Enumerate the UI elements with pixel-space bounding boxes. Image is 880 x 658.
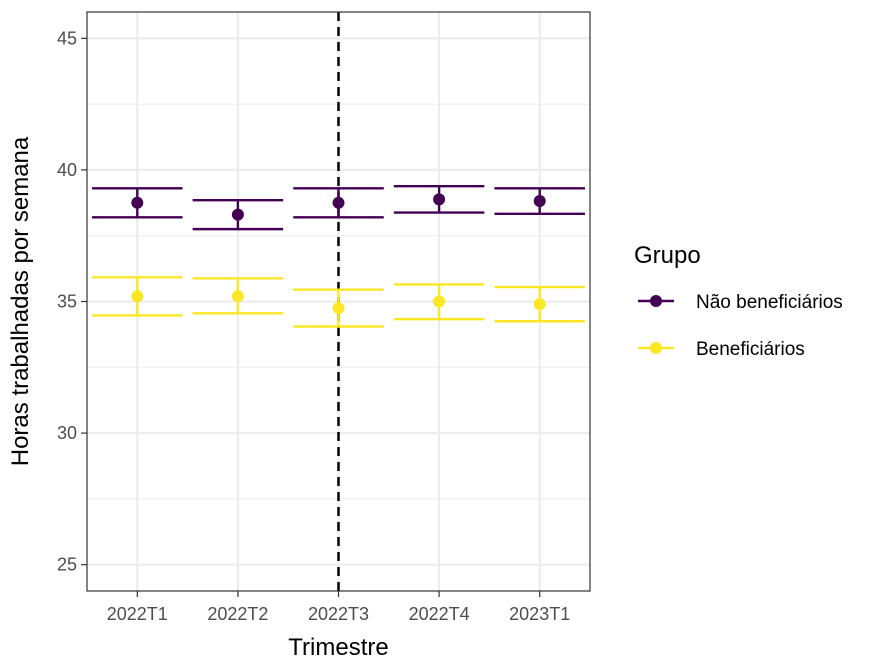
series-1 [92, 185, 585, 231]
x-tick-label: 2022T3 [308, 604, 369, 624]
data-point [231, 290, 244, 303]
data-point [332, 196, 345, 209]
x-axis-title: Trimestre [288, 634, 388, 658]
x-tick-label: 2022T1 [107, 604, 168, 624]
data-point [332, 302, 345, 315]
y-tick-label: 40 [57, 160, 77, 180]
legend-key-point [650, 342, 662, 354]
legend-key-point [650, 295, 662, 307]
legend-item: Beneficiários [638, 339, 805, 360]
data-point [533, 194, 546, 207]
series-layer [92, 185, 585, 328]
y-axis: 25 30 35 40 45 [57, 28, 87, 575]
series-2 [92, 276, 585, 328]
y-tick-label: 25 [57, 555, 77, 575]
data-point [231, 208, 244, 221]
data-point [131, 290, 144, 303]
legend: Grupo Não beneficiários Beneficiários [634, 242, 843, 360]
x-tick-label: 2022T2 [207, 604, 268, 624]
data-point [533, 298, 546, 311]
legend-label: Beneficiários [696, 339, 805, 360]
legend-label: Não beneficiários [696, 292, 843, 313]
y-tick-label: 35 [57, 292, 77, 312]
legend-title: Grupo [634, 242, 701, 269]
legend-item: Não beneficiários [638, 292, 843, 313]
data-point [131, 196, 144, 209]
data-point [433, 295, 446, 308]
y-axis-title: Horas trabalhadas por semana [7, 136, 34, 466]
y-tick-label: 30 [57, 423, 77, 443]
x-tick-label: 2022T4 [409, 604, 470, 624]
x-axis: 2022T1 2022T2 2022T3 2022T4 2023T1 [107, 591, 570, 624]
data-point [433, 193, 446, 206]
y-tick-label: 45 [57, 28, 77, 48]
x-tick-label: 2023T1 [509, 604, 570, 624]
